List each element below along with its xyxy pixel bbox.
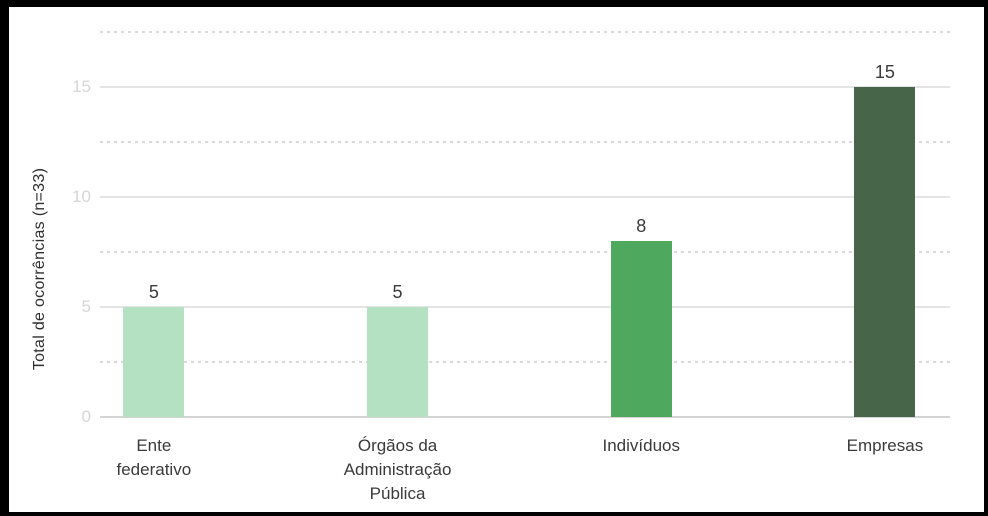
y-tick-label: 15: [72, 77, 91, 96]
major-gridline: [100, 196, 950, 198]
bar-value-label: 5: [148, 282, 159, 302]
bar-value-label: 8: [636, 216, 647, 236]
bar-1: 5: [123, 282, 185, 417]
bar-2: 5: [367, 282, 429, 417]
x-category-label: Indivíduos: [602, 436, 681, 455]
major-gridline: [100, 306, 950, 308]
x-category-label: Órgãos da Administração Pública: [343, 436, 452, 503]
minor-gridline: [100, 251, 950, 253]
major-gridline: [100, 86, 950, 88]
bar-3: 8: [610, 216, 672, 417]
x-axis-line: [100, 416, 950, 418]
minor-gridline: [100, 361, 950, 363]
bar-value-label: 15: [874, 62, 895, 82]
y-tick-label: 0: [81, 407, 91, 426]
plot-area: Total de ocorrências (n=33) 0 5 10 15 5 Ente …: [9, 7, 984, 512]
minor-gridline: [100, 31, 950, 33]
x-category-label: Ente federativo: [116, 436, 192, 479]
bar-4: 15: [854, 62, 916, 417]
y-tick-label: 10: [72, 187, 91, 206]
x-category-label: Empresas: [846, 436, 924, 455]
y-tick-label: 5: [81, 297, 91, 316]
minor-gridline: [100, 141, 950, 143]
bar-value-label: 5: [392, 282, 403, 302]
